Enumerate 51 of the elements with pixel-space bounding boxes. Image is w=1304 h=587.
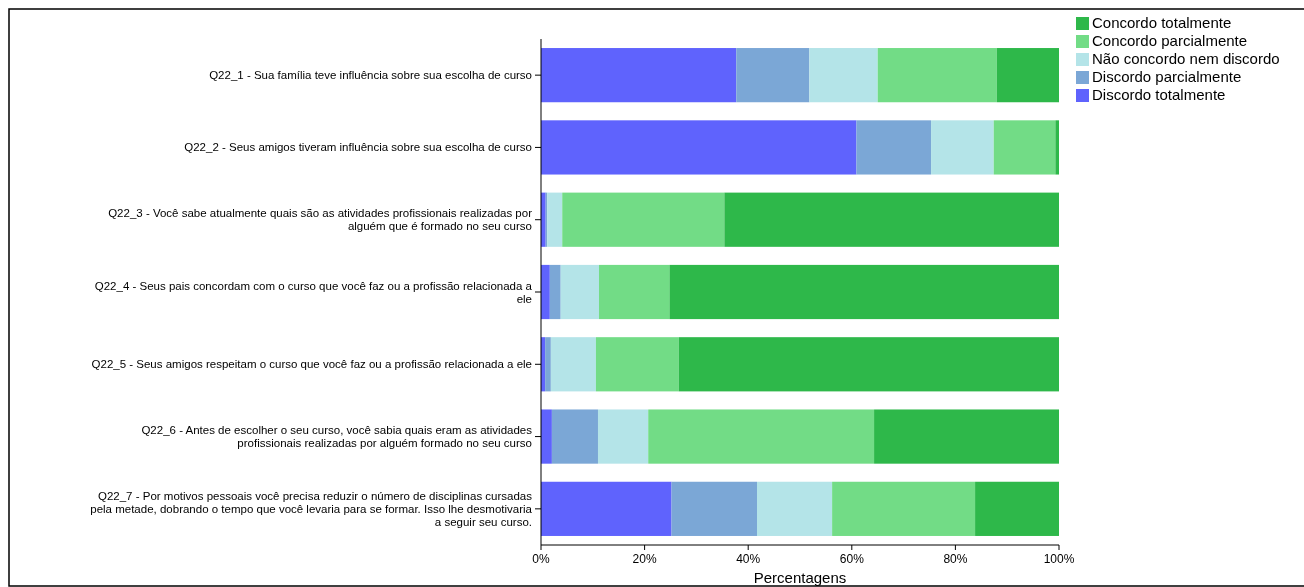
bar — [996, 48, 1059, 103]
bar — [551, 409, 598, 464]
bar — [547, 192, 563, 247]
bar — [993, 120, 1056, 175]
y-tick-label: Q22_6 - Antes de escolher o seu curso, você sabia quais eram as atividades profissionais realizadas por alguém formado no seu curso — [141, 424, 533, 450]
y-tick-label: Q22_3 - Você sabe atualmente quais são as atividades profissionais realizadas por alguém que é formado no seu curso — [108, 207, 533, 233]
legend-label: Concordo totalmente — [1092, 14, 1232, 31]
y-tick-label: Q22_2 - Seus amigos tiveram influência sobre sua escolha de curso — [184, 141, 532, 154]
x-tick-label: 20% — [632, 552, 657, 566]
bar — [669, 264, 1059, 320]
y-tick-label: Q22_1 - Sua família teve influência sobre sua escolha de curso — [209, 69, 532, 82]
bar — [832, 481, 976, 536]
bar — [874, 409, 1059, 464]
bar — [545, 337, 551, 392]
bar — [877, 48, 997, 103]
legend-label: Concordo parcialmente — [1092, 32, 1248, 49]
y-tick-label: Q22_7 - Por motivos pessoais você precisa reduzir o número de disciplinas cursadas pela metade, dobrando o tempo que você levaria para se formar. Isso lhe desmotivaria a seguir seu curso. — [90, 489, 533, 528]
bar — [1055, 120, 1059, 175]
bar — [736, 48, 810, 103]
x-tick-label: 0% — [532, 552, 550, 566]
x-axis-title: Percentagens — [753, 569, 847, 586]
bar — [550, 337, 596, 392]
bar — [562, 192, 725, 247]
bar — [757, 481, 833, 536]
bar — [724, 192, 1059, 247]
x-tick-label: 100% — [1043, 552, 1075, 566]
x-tick-label: 40% — [736, 552, 761, 566]
bar — [541, 264, 550, 320]
bar — [597, 409, 649, 464]
legend-label: Não concordo nem discordo — [1092, 50, 1280, 67]
legend-label: Discordo totalmente — [1092, 86, 1226, 103]
bar — [648, 409, 875, 464]
y-tick-label: Q22_5 - Seus amigos respeitam o curso que você faz ou a profissão relacionada a ele — [91, 358, 532, 371]
bar — [856, 120, 932, 175]
y-tick-label: Q22_4 - Seus pais concordam com o curso que você faz ou a profissão relacionada a ele — [94, 279, 533, 305]
bar — [678, 337, 1059, 392]
bar — [541, 120, 857, 175]
legend-label: Discordo parcialmente — [1092, 68, 1242, 85]
bar — [541, 409, 552, 464]
bar — [599, 264, 670, 320]
x-tick-label: 60% — [839, 552, 865, 566]
bar — [549, 264, 561, 320]
bar — [975, 481, 1059, 536]
bar — [809, 48, 878, 103]
bar — [931, 120, 994, 175]
bar — [560, 264, 600, 320]
bar — [541, 481, 672, 536]
bar — [671, 481, 758, 536]
bar — [541, 48, 737, 103]
bar — [595, 337, 679, 392]
x-tick-label: 80% — [943, 552, 968, 566]
